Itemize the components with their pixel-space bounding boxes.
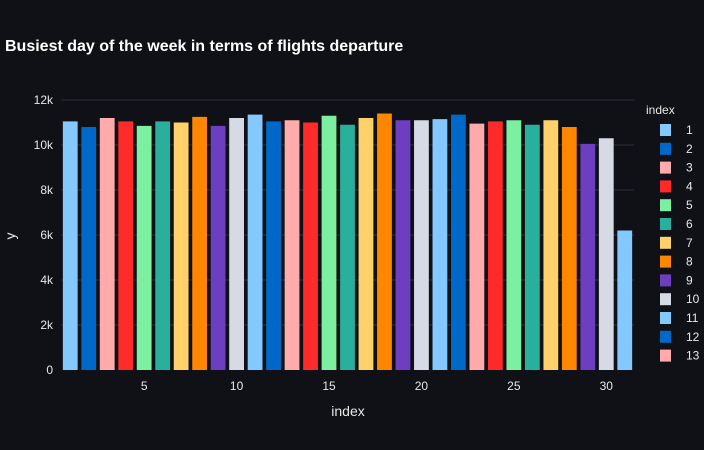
legend-swatch	[660, 180, 671, 193]
bars	[62, 113, 633, 371]
legend-label: 10	[686, 292, 700, 306]
bar-15[interactable]	[321, 115, 337, 370]
legend-item-3[interactable]: 3	[660, 161, 693, 175]
bar-11[interactable]	[247, 114, 263, 371]
legend-swatch	[660, 218, 671, 230]
bar-28[interactable]	[561, 127, 577, 370]
legend-label: 7	[686, 236, 693, 250]
bar-3[interactable]	[99, 118, 115, 370]
chart-title: Busiest day of the week in terms of flig…	[5, 38, 403, 55]
bar-13[interactable]	[284, 120, 300, 370]
legend-item-12[interactable]: 12	[660, 330, 700, 344]
legend-swatch	[660, 142, 671, 155]
legend-item-6[interactable]: 6	[660, 217, 693, 231]
x-tick-label: 20	[415, 379, 429, 393]
x-tick-label: 10	[230, 379, 244, 393]
legend-swatch	[660, 255, 671, 268]
legend-label: 2	[686, 142, 693, 156]
bar-8[interactable]	[192, 116, 208, 371]
bar-4[interactable]	[118, 121, 134, 371]
y-tick-label: 0	[46, 363, 53, 377]
legend-swatch	[660, 199, 671, 212]
legend-label: 4	[686, 179, 693, 193]
legend-item-11[interactable]: 11	[660, 311, 699, 325]
bar-31[interactable]	[617, 230, 633, 371]
legend-item-8[interactable]: 8	[660, 255, 693, 269]
bar-24[interactable]	[487, 121, 503, 371]
legend-label: 12	[686, 330, 700, 344]
legend-item-4[interactable]: 4	[660, 179, 693, 193]
bar-30[interactable]	[598, 138, 614, 370]
legend-swatch	[660, 124, 671, 136]
bar-22[interactable]	[451, 114, 466, 371]
bar-9[interactable]	[210, 125, 226, 371]
legend-label: 1	[686, 123, 693, 137]
legend-label: 13	[686, 349, 700, 363]
legend-item-5[interactable]: 5	[660, 198, 693, 212]
legend-item-10[interactable]: 10	[660, 292, 700, 306]
bar-7[interactable]	[173, 122, 189, 371]
bar-6[interactable]	[155, 121, 171, 371]
legend-swatch	[660, 312, 671, 324]
y-tick-label: 10k	[34, 138, 54, 152]
legend-label: 5	[686, 198, 693, 212]
bar-27[interactable]	[543, 120, 559, 370]
y-axis-ticks: 0 2k 4k 6k 8k 10k 12k	[34, 93, 54, 377]
bar-21[interactable]	[432, 119, 448, 371]
bar-17[interactable]	[358, 118, 374, 370]
x-tick-label: 25	[507, 379, 521, 393]
legend-label: 3	[686, 161, 693, 175]
y-tick-label: 6k	[40, 228, 54, 242]
legend-item-2[interactable]: 2	[660, 142, 693, 156]
legend-swatch	[660, 330, 671, 343]
legend-item-7[interactable]: 7	[660, 236, 693, 250]
bar-18[interactable]	[377, 113, 392, 371]
legend-item-13[interactable]: 13	[660, 349, 700, 363]
y-tick-label: 4k	[40, 273, 54, 287]
bar-19[interactable]	[395, 120, 411, 370]
bar-10[interactable]	[229, 118, 244, 370]
legend-title: index	[646, 103, 675, 117]
bar-1[interactable]	[62, 121, 78, 371]
bar-23[interactable]	[469, 123, 485, 371]
legend-item-1[interactable]: 1	[660, 123, 693, 137]
y-axis-label: y	[2, 233, 18, 240]
bar-12[interactable]	[266, 121, 281, 371]
bar-26[interactable]	[524, 124, 540, 370]
bar-25[interactable]	[506, 120, 522, 370]
y-tick-label: 12k	[34, 93, 54, 107]
legend-label: 11	[686, 311, 699, 325]
bar-14[interactable]	[303, 122, 318, 371]
legend-label: 9	[686, 273, 693, 287]
legend-swatch	[660, 293, 671, 306]
bar-29[interactable]	[580, 143, 596, 371]
legend-swatch	[660, 274, 671, 287]
legend-label: 8	[686, 255, 693, 269]
x-tick-label: 30	[600, 379, 614, 393]
legend-item-9[interactable]: 9	[660, 273, 693, 287]
legend-label: 6	[686, 217, 693, 231]
y-tick-label: 2k	[40, 318, 54, 332]
bar-20[interactable]	[414, 120, 429, 370]
legend-swatch	[660, 349, 671, 362]
x-tick-label: 5	[141, 379, 148, 393]
legend-swatch	[660, 161, 671, 174]
x-tick-label: 15	[322, 379, 336, 393]
y-tick-label: 8k	[40, 183, 54, 197]
bar-2[interactable]	[81, 127, 97, 370]
legend-swatch	[660, 236, 671, 249]
bar-16[interactable]	[340, 124, 355, 370]
bar-5[interactable]	[136, 125, 152, 371]
x-axis-ticks: 5 10 15 20 25 30	[141, 379, 613, 393]
x-axis-label: index	[331, 403, 364, 419]
